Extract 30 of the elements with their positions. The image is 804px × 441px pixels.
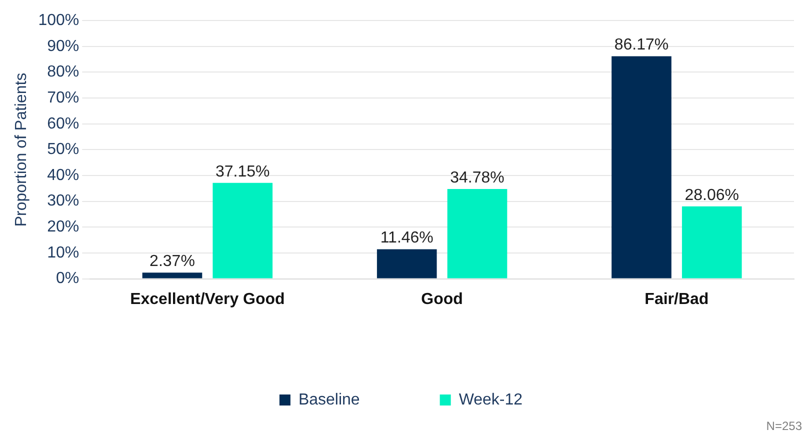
y-tick-label: 90% <box>47 38 80 55</box>
y-tick-label: 30% <box>47 192 80 210</box>
bar <box>376 249 437 278</box>
legend-label: Week-12 <box>458 391 523 408</box>
y-tick-label: 0% <box>56 270 80 288</box>
y-tick-label: 80% <box>47 64 80 81</box>
y-tick-label: 70% <box>47 89 80 106</box>
data-label: 2.37% <box>150 253 195 270</box>
bar <box>447 189 508 278</box>
legend-label: Baseline <box>298 391 360 408</box>
bar <box>142 272 202 278</box>
y-tick-label: 10% <box>47 244 80 262</box>
data-label: 37.15% <box>215 163 270 180</box>
x-tick-label: Good <box>421 290 463 308</box>
bar <box>682 206 742 278</box>
x-tick-label: Excellent/Very Good <box>130 290 285 308</box>
bar <box>212 182 273 278</box>
data-label: 34.78% <box>450 169 504 186</box>
y-tick-label: 100% <box>38 12 80 30</box>
x-tick-label: Fair/Bad <box>644 290 709 308</box>
text: N=253 <box>766 419 802 433</box>
y-tick-label: 60% <box>47 115 80 132</box>
y-axis-title: Proportion of Patients <box>13 72 30 227</box>
data-label: 28.06% <box>684 186 740 204</box>
data-label: 11.46% <box>380 230 434 247</box>
data-label: 86.17% <box>614 36 669 54</box>
y-tick-label: 20% <box>47 218 80 236</box>
bar <box>612 56 672 278</box>
y-tick-label: 50% <box>47 141 80 158</box>
y-tick-label: 40% <box>47 166 80 184</box>
